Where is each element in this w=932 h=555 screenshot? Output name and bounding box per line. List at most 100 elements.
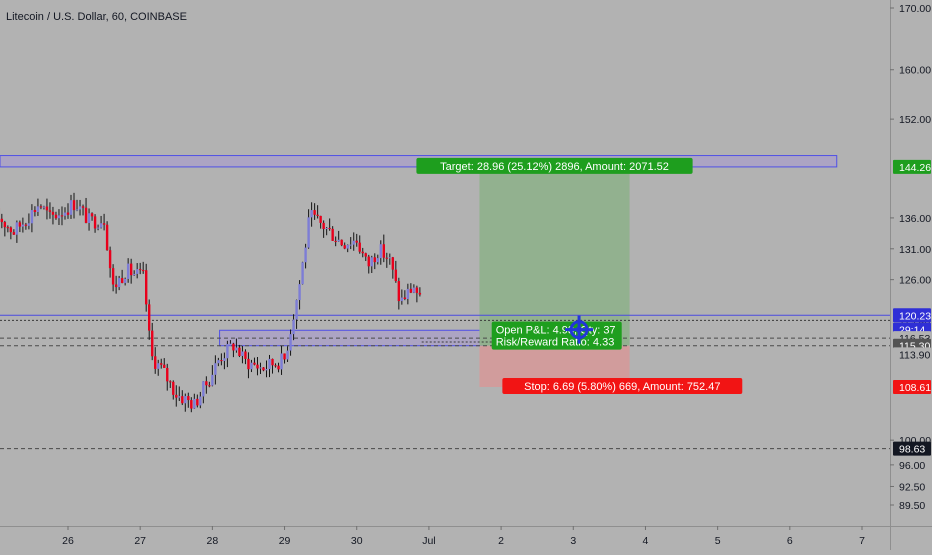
candle-body xyxy=(94,216,96,228)
candle-body xyxy=(413,288,415,293)
candle-body xyxy=(76,209,78,210)
y-tick-label: 126.00 xyxy=(899,275,931,287)
candle-body xyxy=(307,217,309,247)
candle-body xyxy=(316,215,318,216)
y-tick-label: 170.00 xyxy=(899,3,931,15)
x-tick-label: 2 xyxy=(498,535,504,547)
pnl-label: Open P&L: 4.93, Qty: 37 xyxy=(496,325,616,337)
candle-body xyxy=(301,262,303,284)
price-tag[interactable]: 113.90 xyxy=(893,347,931,361)
candle-body xyxy=(214,363,216,375)
x-tick-label: 7 xyxy=(859,535,865,547)
price-tag-label: 144.26 xyxy=(899,162,931,174)
candle-body xyxy=(223,358,225,361)
target-label[interactable]: Target: 28.96 (25.12%) 2896, Amount: 207… xyxy=(416,158,692,174)
candle-body xyxy=(178,396,180,397)
candle-body xyxy=(262,367,264,370)
candle-body xyxy=(97,228,99,229)
candle-body xyxy=(232,344,234,351)
x-tick-label: 26 xyxy=(62,535,74,547)
candle-body xyxy=(250,363,252,370)
price-tag-label: 98.63 xyxy=(899,444,925,456)
candle-body xyxy=(277,366,279,370)
candle-body xyxy=(259,367,261,368)
candle-body xyxy=(395,270,397,281)
candle-body xyxy=(313,210,315,215)
candle-body xyxy=(343,245,345,248)
candle-body xyxy=(49,210,51,212)
candle-body xyxy=(145,270,147,304)
candle-body xyxy=(190,400,192,409)
candle-body xyxy=(271,359,273,365)
x-tick-label: 29 xyxy=(279,535,291,547)
candle-body xyxy=(368,257,370,267)
candle-body xyxy=(1,219,3,222)
candle-body xyxy=(91,213,93,216)
target-zone[interactable] xyxy=(479,167,629,346)
price-tag[interactable]: 144.26 xyxy=(893,160,931,174)
candle-body xyxy=(419,293,421,295)
y-tick-label: 136.00 xyxy=(899,213,931,225)
candle[interactable] xyxy=(301,262,303,285)
candle-body xyxy=(253,363,255,365)
stop-label[interactable]: Stop: 6.69 (5.80%) 669, Amount: 752.47 xyxy=(502,378,742,394)
candle-body xyxy=(112,268,114,284)
candle-body xyxy=(28,223,30,225)
candle-body xyxy=(268,359,270,369)
price-tag-label: 108.61 xyxy=(899,382,931,394)
candle-body xyxy=(208,385,210,386)
x-tick-label: 6 xyxy=(787,535,793,547)
candle-body xyxy=(328,228,330,229)
candle-body xyxy=(169,381,171,382)
candle-body xyxy=(154,356,156,369)
candle-body xyxy=(365,253,367,256)
candle-body xyxy=(31,210,33,223)
price-tag-label: 113.90 xyxy=(899,349,930,361)
candle-body xyxy=(142,270,144,271)
candle-body xyxy=(100,223,102,227)
candle-body xyxy=(172,382,174,395)
candle-body xyxy=(58,215,60,218)
candle-body xyxy=(43,207,45,208)
price-tag[interactable]: 108.61 xyxy=(893,380,931,394)
candle-body xyxy=(184,396,186,403)
target-label-text: Target: 28.96 (25.12%) 2896, Amount: 207… xyxy=(440,161,669,173)
candle-body xyxy=(10,227,12,232)
candle-body xyxy=(392,257,394,269)
candle-body xyxy=(410,289,412,293)
candle-body xyxy=(82,206,84,207)
candle-body xyxy=(356,241,358,243)
candle-body xyxy=(289,334,291,350)
candle-body xyxy=(22,225,24,227)
candle-body xyxy=(46,207,48,211)
candle-body xyxy=(196,399,198,406)
candle-body xyxy=(166,368,168,381)
candle-body xyxy=(103,223,105,224)
candle-body xyxy=(160,363,162,365)
candle[interactable] xyxy=(340,239,342,246)
candle-body xyxy=(151,331,153,357)
candle-body xyxy=(115,284,117,287)
candle-body xyxy=(407,289,409,299)
candle-body xyxy=(148,304,150,330)
candle-body xyxy=(380,244,382,258)
candle-body xyxy=(61,215,63,216)
candle-body xyxy=(286,351,288,360)
candle-body xyxy=(157,363,159,369)
price-tag[interactable]: 120.23 xyxy=(893,308,931,322)
candle-body xyxy=(226,344,228,358)
candle[interactable] xyxy=(106,221,108,251)
y-tick-label: 131.00 xyxy=(899,244,931,256)
candle-body xyxy=(205,381,207,385)
candle-body xyxy=(337,240,339,242)
x-tick-label: 4 xyxy=(643,535,649,547)
price-tag[interactable]: 98.63 xyxy=(893,442,931,456)
candle-body xyxy=(319,216,321,223)
x-tick-label: 30 xyxy=(351,535,363,547)
candle-body xyxy=(25,225,27,226)
candle-body xyxy=(295,300,297,319)
candle-body xyxy=(292,320,294,335)
